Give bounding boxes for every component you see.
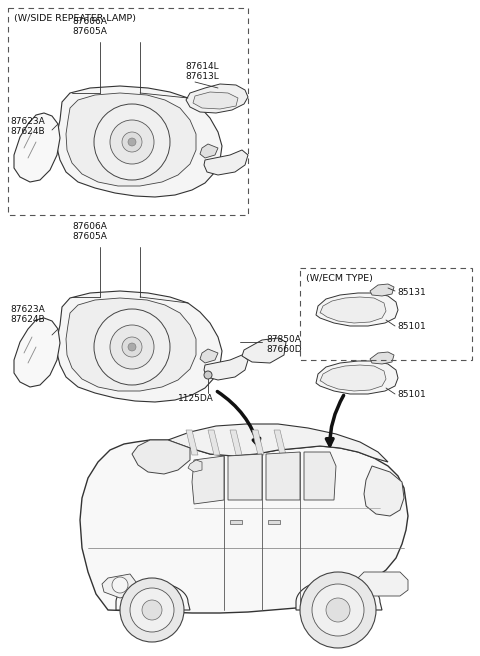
Polygon shape (188, 460, 202, 472)
Circle shape (300, 572, 376, 648)
Polygon shape (252, 430, 264, 455)
Circle shape (94, 309, 170, 385)
Polygon shape (66, 298, 196, 391)
Text: 1125DA: 1125DA (178, 394, 214, 403)
Circle shape (128, 343, 136, 351)
Polygon shape (274, 430, 286, 455)
Polygon shape (364, 466, 404, 516)
Polygon shape (14, 318, 60, 387)
Polygon shape (57, 291, 222, 402)
Polygon shape (268, 520, 280, 524)
Circle shape (312, 584, 364, 636)
Polygon shape (230, 520, 242, 524)
Polygon shape (200, 349, 218, 363)
Polygon shape (102, 574, 136, 598)
Polygon shape (186, 430, 198, 455)
Polygon shape (132, 440, 190, 474)
Polygon shape (192, 456, 224, 504)
Polygon shape (370, 284, 394, 296)
Circle shape (130, 588, 174, 632)
Polygon shape (66, 93, 196, 186)
Circle shape (204, 371, 212, 379)
Text: 87623A
87624B: 87623A 87624B (10, 305, 45, 325)
Polygon shape (57, 86, 222, 197)
Text: 87623A
87624B: 87623A 87624B (10, 117, 45, 136)
Circle shape (326, 598, 350, 622)
Circle shape (122, 337, 142, 357)
Polygon shape (193, 92, 238, 109)
Polygon shape (230, 430, 242, 455)
Polygon shape (228, 454, 262, 500)
Polygon shape (320, 297, 386, 323)
Text: 85101: 85101 (397, 390, 426, 399)
Text: 87606A
87605A: 87606A 87605A (72, 17, 108, 36)
Polygon shape (116, 583, 190, 610)
Circle shape (142, 600, 162, 620)
Circle shape (110, 120, 154, 164)
Polygon shape (208, 430, 220, 455)
Text: (W/ECM TYPE): (W/ECM TYPE) (306, 274, 373, 283)
Polygon shape (168, 424, 388, 462)
Polygon shape (304, 452, 336, 500)
Circle shape (128, 138, 136, 146)
Polygon shape (14, 113, 60, 182)
Polygon shape (320, 365, 386, 391)
Circle shape (112, 577, 128, 593)
Circle shape (110, 325, 154, 369)
Polygon shape (80, 440, 408, 613)
Circle shape (122, 132, 142, 152)
Text: 87606A
87605A: 87606A 87605A (72, 222, 108, 241)
Polygon shape (266, 452, 300, 500)
Text: (W/SIDE REPEATER LAMP): (W/SIDE REPEATER LAMP) (14, 14, 136, 23)
Polygon shape (316, 293, 398, 326)
Polygon shape (204, 355, 248, 380)
Circle shape (94, 104, 170, 180)
Polygon shape (200, 144, 218, 158)
Text: 85101: 85101 (397, 322, 426, 331)
Text: 87850A
87660D: 87850A 87660D (266, 335, 301, 354)
Polygon shape (242, 338, 286, 363)
Polygon shape (316, 361, 398, 394)
Text: 85131: 85131 (397, 288, 426, 297)
Polygon shape (204, 150, 248, 175)
Circle shape (120, 578, 184, 642)
Polygon shape (296, 579, 382, 610)
Polygon shape (370, 352, 394, 364)
Text: 87614L
87613L: 87614L 87613L (185, 62, 219, 81)
Polygon shape (186, 84, 248, 113)
Polygon shape (356, 572, 408, 596)
